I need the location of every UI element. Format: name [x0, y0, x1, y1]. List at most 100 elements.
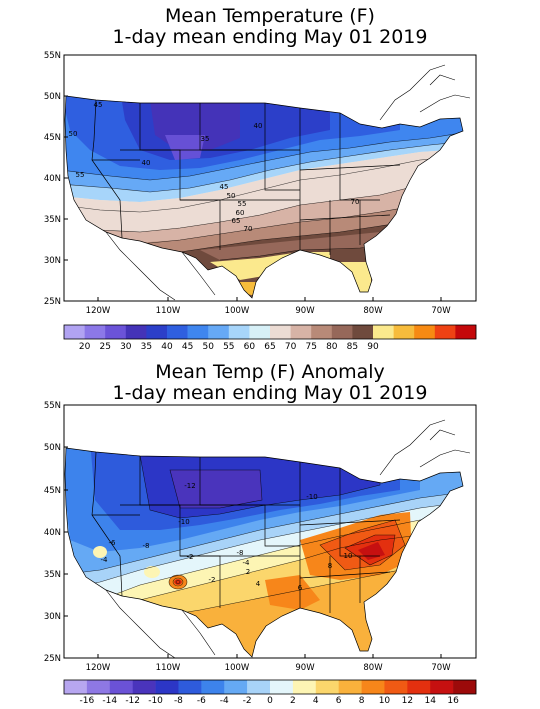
- state-borders: [64, 95, 464, 299]
- contour-label: 4: [256, 580, 261, 588]
- contour-label: 10: [344, 552, 353, 560]
- lon-label: 110W: [156, 663, 181, 673]
- legend-swatch: [393, 325, 415, 339]
- lat-label: 35N: [44, 215, 61, 225]
- legend-label: 12: [402, 696, 413, 706]
- contour-label: 6: [298, 584, 303, 592]
- contour-label: -8: [143, 542, 150, 550]
- legend-swatch: [125, 325, 147, 339]
- legend-label: 65: [264, 342, 275, 352]
- lon-label: 100W: [225, 306, 250, 316]
- contour-label: 40: [254, 122, 263, 130]
- longitude-labels: 120W 110W 100W 90W 80W 70W: [86, 306, 452, 316]
- legend-swatch: [311, 325, 333, 339]
- contour-label: 50: [69, 130, 78, 138]
- legend-swatch: [84, 325, 106, 339]
- temperature-legend: 20 25 30 35 40 45 50 55 60 65 70 75 80 85 90: [63, 324, 477, 352]
- legend-swatch: [338, 680, 362, 694]
- legend-label: 30: [120, 342, 132, 352]
- temperature-map: 55N 50N 45N 40N 35N 30N 25N 120W 110W 10…: [44, 51, 477, 316]
- legend-border: [63, 324, 477, 340]
- contour-label: 2: [246, 568, 250, 576]
- legend-label: 90: [367, 342, 379, 352]
- legend-label: 8: [359, 696, 365, 706]
- map-title: Mean Temp (F) Anomaly: [155, 361, 385, 383]
- contour-label: 50: [227, 192, 236, 200]
- legend-swatch: [228, 325, 250, 339]
- legend-swatch: [64, 680, 88, 694]
- contour-label: 65: [232, 217, 241, 225]
- legend-label: 80: [326, 342, 338, 352]
- contour-label: 70: [351, 198, 360, 206]
- legend-label: 55: [223, 342, 234, 352]
- legend-label: 2: [290, 696, 296, 706]
- legend-label: -4: [220, 696, 229, 706]
- lat-label: 25N: [44, 297, 61, 307]
- map-subtitle: 1-day mean ending May 01 2019: [112, 26, 428, 48]
- legend-swatch: [373, 325, 394, 339]
- legend-label: 20: [79, 342, 91, 352]
- legend-swatch: [292, 680, 317, 694]
- legend-label: -10: [148, 696, 163, 706]
- legend-label: 35: [141, 342, 152, 352]
- legend-swatch: [331, 325, 353, 339]
- contour-label: 45: [220, 183, 229, 191]
- lat-label: 55N: [44, 401, 61, 411]
- contour-label: -2: [209, 576, 216, 584]
- lon-label: 110W: [156, 306, 181, 316]
- contour-label: -6: [109, 539, 117, 547]
- lon-label: 70W: [431, 663, 451, 673]
- contour-label: -12: [184, 482, 195, 490]
- legend-swatch: [109, 680, 133, 694]
- legend-swatch: [434, 325, 456, 339]
- legend-label: 16: [447, 696, 459, 706]
- lat-label: 45N: [44, 133, 61, 143]
- legend-label: 50: [202, 342, 214, 352]
- legend-swatch: [155, 680, 179, 694]
- lat-label: 30N: [44, 612, 61, 622]
- legend-swatch: [201, 680, 225, 694]
- legend-label: -16: [80, 696, 95, 706]
- legend-label: 85: [347, 342, 358, 352]
- contour-label: 55: [76, 171, 85, 179]
- lon-label: 80W: [363, 306, 383, 316]
- lat-label: 40N: [44, 528, 61, 538]
- legend-label: 60: [244, 342, 256, 352]
- contour-label: -10: [306, 493, 317, 501]
- legend-swatch: [132, 680, 156, 694]
- legend-label: 25: [99, 342, 110, 352]
- map-subtitle: 1-day mean ending May 01 2019: [112, 382, 428, 404]
- lon-label: 100W: [225, 663, 250, 673]
- lon-label: 80W: [363, 663, 383, 673]
- contour-label: -2: [187, 553, 194, 561]
- lat-label: 25N: [44, 654, 61, 664]
- contour-label: 70: [244, 225, 253, 233]
- legend-label: -2: [243, 696, 252, 706]
- legend-swatch: [270, 680, 294, 694]
- lat-label: 35N: [44, 570, 61, 580]
- lat-label: 40N: [44, 174, 61, 184]
- legend-swatch: [455, 325, 477, 339]
- axis-ticks: [64, 54, 442, 302]
- lat-label: 50N: [44, 443, 61, 453]
- legend-label: 0: [267, 696, 273, 706]
- contour-label: 55: [238, 200, 247, 208]
- legend-swatch: [249, 325, 271, 339]
- legend-swatch: [414, 325, 436, 339]
- contour-label: 45: [94, 101, 103, 109]
- legend-label: 6: [336, 696, 342, 706]
- latitude-labels: 55N 50N 45N 40N 35N 30N 25N: [44, 51, 61, 307]
- anomaly-legend: -16 -14 -12 -10 -8 -6 -4 -2 0 2 4 6 8 10 12 14 16: [63, 679, 477, 706]
- legend-swatch: [315, 680, 339, 694]
- contour-label: -4: [243, 559, 251, 567]
- contour-label: 60: [236, 209, 245, 217]
- legend-swatch: [64, 325, 85, 339]
- legend-swatch: [224, 680, 248, 694]
- legend-swatch: [86, 680, 111, 694]
- contour-label: 40: [142, 159, 151, 167]
- lat-label: 30N: [44, 256, 61, 266]
- legend-swatch: [361, 680, 385, 694]
- map-title: Mean Temperature (F): [165, 5, 375, 27]
- legend-label: -12: [125, 696, 140, 706]
- lon-label: 70W: [431, 306, 451, 316]
